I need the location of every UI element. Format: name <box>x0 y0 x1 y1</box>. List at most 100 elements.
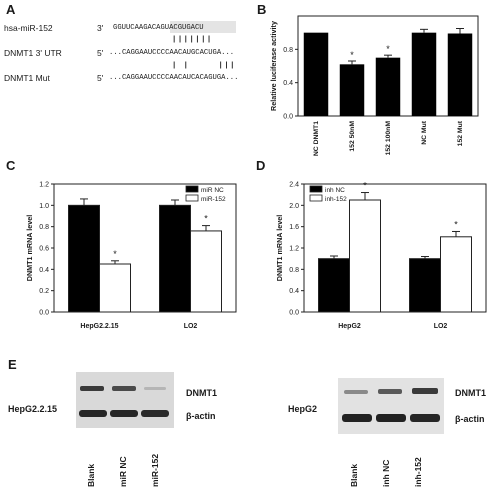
chart-d-category-label: LO2 <box>434 323 448 330</box>
blot-left-dnmt1-band-1 <box>80 386 104 391</box>
chart-d-legend-label: inh-152 <box>325 196 347 203</box>
chart-b-significance-star: * <box>350 50 354 60</box>
blot-left-dnmt1-band-3 <box>144 387 166 390</box>
blot-right-lane-1: Blank <box>349 463 359 487</box>
chart-b-bar <box>303 32 329 116</box>
seed-highlight <box>170 21 236 33</box>
chart-b-category-label: 152 100nM <box>385 121 392 156</box>
blot-left-lane-2: miR NC <box>118 456 128 487</box>
blot-left-actin-label: β-actin <box>186 411 216 421</box>
utr-prime: 5' <box>97 48 104 58</box>
chart-b-ytick-label: 0.0 <box>283 114 293 121</box>
chart-d-ylabel: DNMT1 mRNA level <box>275 215 284 281</box>
chart-c-bar <box>190 230 222 313</box>
panel-label-e: E <box>8 357 17 372</box>
chart-d-legend-swatch <box>309 185 323 193</box>
chart-d-significance-star: * <box>454 219 458 229</box>
chart-b-category-label: 152 Mut <box>457 120 464 146</box>
chart-c-legend-label: miR-152 <box>201 196 226 203</box>
chart-d-bar <box>349 199 381 313</box>
chart-c-significance-star: * <box>204 214 208 224</box>
chart-d-bar <box>440 236 472 313</box>
chart-c-ytick-label: 0.4 <box>39 267 49 274</box>
chart-c-ytick-label: 0.8 <box>39 224 49 231</box>
chart-c-bar <box>99 263 131 313</box>
chart-c-ytick-label: 0.2 <box>39 288 49 295</box>
chart-c-legend-label: miR NC <box>201 187 224 194</box>
chart-c-ytick-label: 0.6 <box>39 246 49 253</box>
chart-b-significance-star: * <box>386 44 390 54</box>
blot-left-dnmt1-band-2 <box>112 386 136 391</box>
blot-right-lane-3: inh-152 <box>413 457 423 487</box>
blot-left-membrane <box>76 372 174 428</box>
chart-d-ytick-label: 0.8 <box>289 267 299 274</box>
chart-b-category-label: 152 50nM <box>349 121 356 152</box>
chart-d-ytick-label: 0.0 <box>289 310 299 317</box>
chart-b-bar <box>447 33 473 116</box>
blot-right-dnmt1-band-3 <box>412 388 438 394</box>
chart-d-significance-star: * <box>363 181 367 191</box>
mut-prime: 5' <box>97 73 104 83</box>
chart-d-ytick-label: 1.2 <box>289 246 299 253</box>
chart-d-inhibitor-mrna: 0.0 0.4 0.8 1.2 1.6 2.0 2.4 DNMT1 mRNA level * He… <box>275 181 487 330</box>
chart-c-ytick-label: 0.0 <box>39 310 49 317</box>
chart-c-mirna-mrna: 0.0 0.2 0.4 0.6 0.8 1.0 1.2 DNMT1 mRNA level * He… <box>25 182 237 330</box>
chart-b-bar <box>375 57 401 116</box>
blot-left-lane-3: miR-152 <box>150 453 160 487</box>
blot-left-actin-band-3 <box>141 410 169 417</box>
chart-d-bar <box>318 258 350 313</box>
chart-b-category-label: NC DNMT1 <box>313 121 320 156</box>
mirna-name: hsa-miR-152 <box>4 23 53 33</box>
mut-sequence: ...CAGGAAUCCCCAACAUCACAGUGA... <box>109 74 239 82</box>
utr-name: DNMT1 3' UTR <box>4 48 62 58</box>
blot-right-actin-band-2 <box>376 414 406 422</box>
blot-right-dnmt1-band-2 <box>378 389 402 394</box>
chart-d-legend-label: inh NC <box>325 187 345 194</box>
blot-right-actin-band-3 <box>410 414 440 422</box>
blot-left-lane-1: Blank <box>86 463 96 487</box>
chart-d-bar <box>409 258 441 313</box>
chart-c-ytick-label: 1.0 <box>39 203 49 210</box>
chart-b-luciferase: 0.0 0.4 0.8 Relative luciferase activity NC … <box>269 15 479 156</box>
mut-name: DNMT1 Mut <box>4 73 50 83</box>
blot-right-dnmt1-label: DNMT1 <box>455 388 486 398</box>
mirna-sequence: GGUUCAAGACAGUACGUGACU <box>113 24 204 32</box>
panel-a-alignment: hsa-miR-152 3' GGUUCAAGACAGUACGUGACU |||… <box>0 0 250 130</box>
chart-d-legend-swatch <box>309 194 323 202</box>
blot-right-actin-band-1 <box>342 414 372 422</box>
panel-label-a: A <box>6 2 16 17</box>
chart-c-significance-star: * <box>113 249 117 259</box>
chart-b-ytick-label: 0.8 <box>283 47 293 54</box>
chart-c-category-label: LO2 <box>184 323 198 330</box>
chart-d-ytick-label: 1.6 <box>289 224 299 231</box>
chart-b-category-label: NC Mut <box>421 120 428 145</box>
chart-c-legend-swatch <box>185 185 199 193</box>
chart-c-ytick-label: 1.2 <box>39 182 49 189</box>
chart-d-ytick-label: 0.4 <box>289 288 299 295</box>
utr-sequence: ...CAGGAAUCCCCAACAUGCACUGA... <box>109 49 235 57</box>
panel-e-western-blots: HepG2.2.15 DNMT1 β-actin Blank miR NC mi… <box>0 356 500 491</box>
panel-label-b: B <box>257 2 267 17</box>
chart-d-ytick-label: 2.4 <box>289 182 299 189</box>
blot-right-membrane <box>338 378 444 434</box>
chart-c-bar <box>159 204 191 313</box>
chart-c-bar <box>68 204 100 313</box>
panel-label-c: C <box>6 158 16 173</box>
chart-d-ytick-label: 2.0 <box>289 203 299 210</box>
pairing-lines-top: ||||||| <box>172 36 213 44</box>
blot-left-dnmt1-label: DNMT1 <box>186 388 217 398</box>
blot-left-actin-band-1 <box>79 410 107 417</box>
chart-d-category-label: HepG2 <box>338 323 361 330</box>
pairing-lines-bottom: | | ||| <box>172 62 236 70</box>
chart-b-ytick-label: 0.4 <box>283 80 293 87</box>
chart-c-category-label: HepG2.2.15 <box>80 323 118 330</box>
blot-right-dnmt1-band-1 <box>344 390 368 394</box>
chart-b-ylabel: Relative luciferase activity <box>269 21 278 111</box>
chart-c-ylabel: DNMT1 mRNA level <box>25 215 34 281</box>
blot-right-cell-line: HepG2 <box>288 404 318 414</box>
chart-b-bar <box>339 64 365 116</box>
blot-right-lane-2: inh NC <box>381 459 391 487</box>
mirna-prime: 3' <box>97 23 104 33</box>
chart-b-bar <box>411 32 437 116</box>
blot-right-actin-label: β-actin <box>455 414 485 424</box>
